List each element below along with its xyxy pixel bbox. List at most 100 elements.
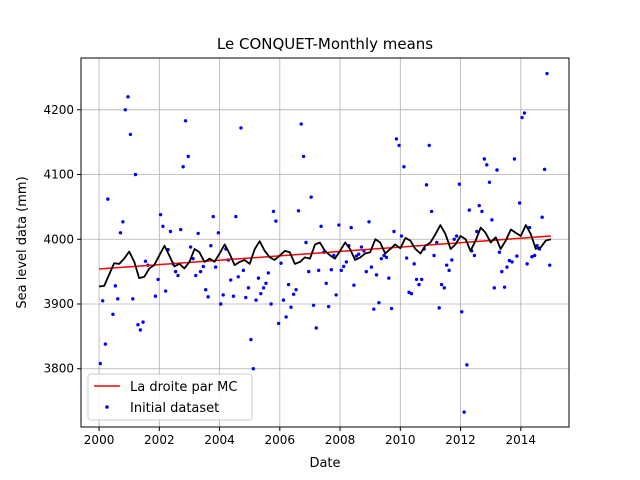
- data-point: [133, 172, 138, 177]
- data-point: [450, 258, 454, 262]
- y-tick-label: 3800: [43, 362, 74, 376]
- data-point: [307, 269, 311, 274]
- data-point: [545, 71, 549, 76]
- data-point: [424, 183, 429, 187]
- data-point: [251, 367, 256, 371]
- data-point: [141, 320, 145, 324]
- data-point: [339, 268, 343, 273]
- data-point: [211, 214, 215, 219]
- data-point: [515, 254, 519, 258]
- data-point: [548, 263, 552, 267]
- data-point: [384, 255, 389, 260]
- data-point: [314, 326, 318, 330]
- data-point: [309, 195, 313, 199]
- data-point: [429, 209, 434, 214]
- data-point: [216, 231, 221, 235]
- data-point: [437, 306, 441, 310]
- data-point: [442, 286, 446, 290]
- y-tick-label: 4000: [43, 232, 74, 246]
- data-point: [299, 122, 303, 126]
- data-point: [106, 197, 110, 201]
- data-point: [131, 297, 135, 301]
- data-point: [304, 240, 308, 245]
- data-point: [447, 268, 451, 273]
- y-axis-label: Sea level data (mm): [15, 176, 30, 308]
- data-point: [460, 310, 464, 314]
- data-point: [482, 157, 487, 161]
- y-tick-label: 4200: [43, 103, 74, 117]
- data-point: [296, 209, 301, 213]
- data-point: [254, 298, 258, 302]
- data-point: [153, 294, 158, 298]
- data-point: [334, 293, 338, 297]
- data-point: [535, 244, 539, 248]
- data-point: [427, 143, 431, 148]
- y-tick-label: 4100: [43, 168, 74, 182]
- data-point: [116, 297, 120, 301]
- data-point: [472, 253, 477, 258]
- data-point: [454, 234, 459, 238]
- data-point: [239, 126, 243, 130]
- data-point: [374, 273, 379, 277]
- data-point: [475, 229, 479, 234]
- data-point: [477, 203, 481, 208]
- data-point: [311, 303, 316, 307]
- data-point: [326, 304, 331, 309]
- data-point: [465, 363, 469, 367]
- data-point: [532, 253, 537, 258]
- data-point: [354, 254, 359, 258]
- data-point: [221, 293, 225, 297]
- x-tick-label: 2010: [385, 433, 416, 447]
- data-point: [276, 321, 281, 326]
- data-point: [409, 291, 414, 296]
- data-point: [198, 269, 203, 274]
- data-point: [435, 240, 439, 245]
- data-point: [402, 165, 406, 169]
- data-point: [136, 323, 140, 327]
- scatter-series: [98, 71, 552, 414]
- x-tick-label: 2006: [265, 433, 296, 447]
- data-point: [490, 218, 494, 222]
- data-point: [357, 252, 361, 256]
- data-point: [341, 264, 346, 269]
- data-point: [485, 163, 489, 167]
- data-point: [271, 209, 276, 214]
- x-tick-label: 2002: [144, 433, 175, 447]
- data-point: [394, 137, 399, 141]
- data-point: [497, 250, 502, 254]
- fitted-curve: [98, 224, 552, 288]
- data-point: [542, 167, 547, 172]
- data-point: [530, 255, 534, 259]
- data-point: [269, 302, 273, 306]
- data-point: [249, 337, 253, 342]
- data-point: [512, 157, 517, 161]
- data-point: [502, 285, 507, 289]
- grid: [81, 58, 569, 427]
- data-point: [505, 265, 509, 269]
- data-point: [389, 306, 394, 311]
- data-point: [439, 282, 444, 287]
- data-point: [143, 259, 148, 263]
- data-point: [404, 256, 409, 260]
- data-point: [279, 261, 283, 265]
- data-point: [525, 262, 529, 266]
- data-point: [319, 224, 323, 229]
- data-point: [246, 286, 251, 290]
- data-point: [163, 289, 168, 293]
- data-point: [196, 231, 200, 236]
- data-point: [213, 265, 218, 269]
- data-point: [379, 256, 384, 261]
- x-tick-label: 2008: [325, 433, 356, 447]
- data-point: [183, 119, 188, 123]
- data-point: [462, 410, 466, 414]
- data-point: [337, 223, 341, 227]
- data-point: [284, 315, 288, 319]
- data-point: [274, 219, 278, 223]
- data-point: [229, 278, 233, 282]
- data-point: [219, 302, 223, 306]
- data-point: [316, 268, 321, 273]
- data-point: [372, 307, 376, 311]
- data-point: [517, 201, 522, 205]
- y-axis-ticks: 3800 3900 4000 4100 4200: [43, 103, 81, 376]
- data-point: [244, 295, 248, 300]
